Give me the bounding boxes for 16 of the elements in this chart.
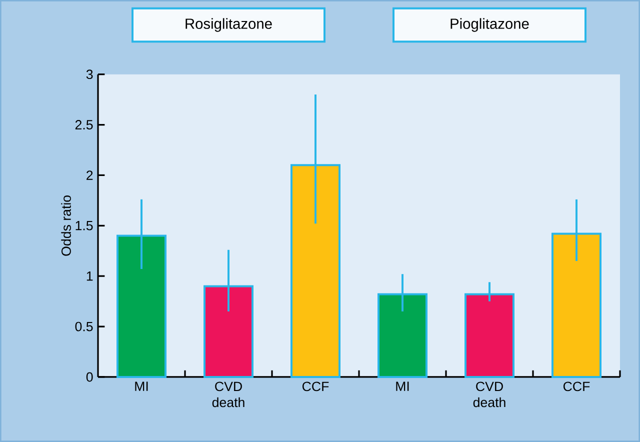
y-tick-label: 2.5: [75, 120, 93, 130]
y-axis-title: Odds ratio: [61, 195, 71, 256]
x-tick-label: CVD death: [473, 382, 506, 408]
y-tick-label: 1: [86, 272, 93, 281]
text: Rosiglitazone: [186, 18, 272, 32]
y-tick-label: 0: [86, 372, 93, 382]
x-tick-label: MI: [396, 382, 409, 391]
y-tick-label: 0.5: [75, 322, 93, 332]
y-tick-label: 2: [86, 170, 93, 180]
x-tick-label: MI: [135, 382, 148, 391]
y-tick-label: 1.5: [76, 221, 93, 230]
x-tick-label: CCF: [563, 382, 590, 392]
text: Pioglitazone: [450, 18, 529, 32]
x-tick-label: CVD death: [212, 382, 244, 408]
x-tick-label: CCF: [302, 382, 329, 392]
y-tick-label: 3: [86, 70, 93, 80]
